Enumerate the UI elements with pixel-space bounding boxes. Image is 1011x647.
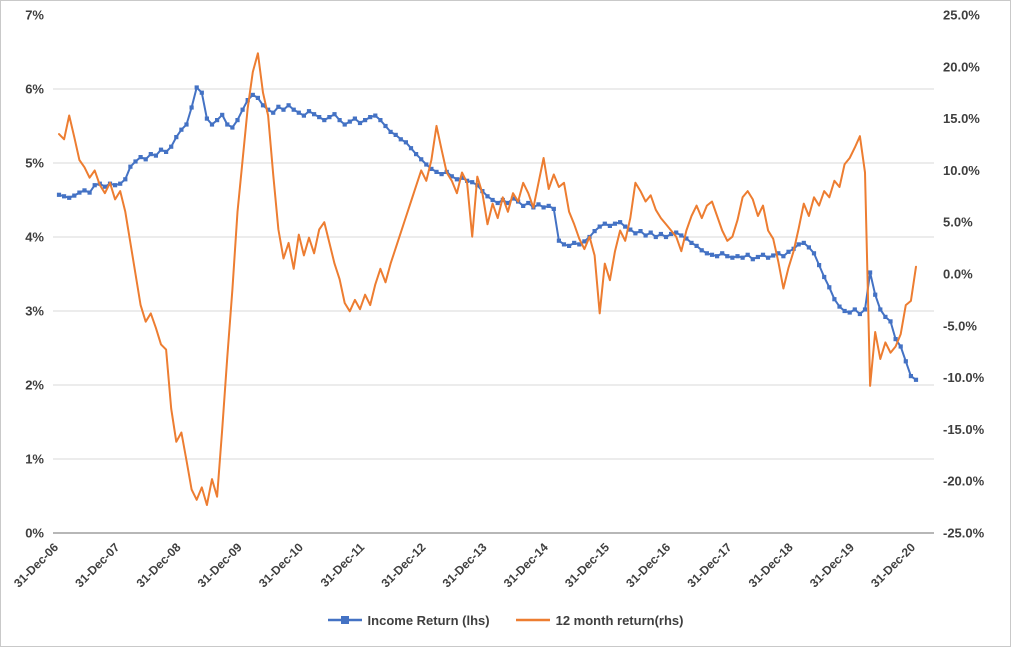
x-axis-tick: 31-Dec-07 <box>72 540 122 590</box>
x-axis-tick: 31-Dec-15 <box>562 540 612 590</box>
series-income-return <box>56 85 919 382</box>
y-axis-left-tick: 7% <box>25 8 44 23</box>
x-axis-tick: 31-Dec-09 <box>195 540 245 590</box>
y-axis-right-tick: 15.0% <box>943 111 980 126</box>
y-axis-left-tick: 0% <box>25 526 44 541</box>
x-axis-labels: 31-Dec-06 31-Dec-07 31-Dec-08 31-Dec-09 31-D… <box>11 540 918 590</box>
x-axis-tick: 31-Dec-12 <box>378 540 428 590</box>
x-axis-tick: 31-Dec-14 <box>501 540 551 590</box>
y-axis-left-tick: 6% <box>25 82 44 97</box>
x-axis-tick: 31-Dec-20 <box>868 540 918 590</box>
y-axis-right-tick: 0.0% <box>943 267 973 282</box>
x-axis-tick: 31-Dec-11 <box>318 540 368 590</box>
series-12-month-return <box>58 52 917 506</box>
y-axis-right-tick: 5.0% <box>943 215 973 230</box>
x-axis-tick: 31-Dec-06 <box>11 540 61 590</box>
legend-item-income-return: Income Return (lhs) <box>327 612 490 628</box>
legend-label-12-month-return: 12 month return(rhs) <box>555 612 684 628</box>
x-axis-tick: 31-Dec-08 <box>134 540 184 590</box>
x-axis-tick: 31-Dec-19 <box>807 540 857 590</box>
legend-marker-income-icon <box>327 616 362 624</box>
y-axis-right-tick: 20.0% <box>943 59 980 74</box>
y-axis-right-tick: -10.0% <box>943 370 985 385</box>
legend-marker-12-month-icon <box>515 618 550 622</box>
y-axis-left-tick: 4% <box>25 230 44 245</box>
x-axis-tick: 31-Dec-17 <box>684 540 734 590</box>
y-axis-left-tick: 5% <box>25 156 44 171</box>
y-axis-right-labels: -25.0% -20.0% -15.0% -10.0% -5.0% 0.0% 5.0% 10.… <box>943 8 985 541</box>
y-axis-left-tick: 3% <box>25 304 44 319</box>
x-axis-tick: 31-Dec-18 <box>746 540 796 590</box>
x-axis-tick: 31-Dec-13 <box>440 540 490 590</box>
y-axis-right-tick: 25.0% <box>943 8 980 23</box>
x-axis-tick: 31-Dec-16 <box>623 540 673 590</box>
y-axis-right-tick: -20.0% <box>943 474 985 489</box>
gridlines <box>53 88 934 460</box>
y-axis-left-tick: 1% <box>25 452 44 467</box>
y-axis-right-tick: -25.0% <box>943 526 985 541</box>
y-axis-right-tick: -15.0% <box>943 422 985 437</box>
legend-item-12-month-return: 12 month return(rhs) <box>515 612 684 628</box>
y-axis-left-labels: 0% 1% 2% 3% 4% 5% 6% 7% <box>25 8 44 541</box>
legend-label-income-return: Income Return (lhs) <box>367 612 490 628</box>
y-axis-right-tick: 10.0% <box>943 163 980 178</box>
y-axis-right-tick: -5.0% <box>943 318 977 333</box>
x-axis-tick: 31-Dec-10 <box>256 540 306 590</box>
legend: Income Return (lhs) 12 month return(rhs) <box>1 607 1010 633</box>
y-axis-left-tick: 2% <box>25 378 44 393</box>
